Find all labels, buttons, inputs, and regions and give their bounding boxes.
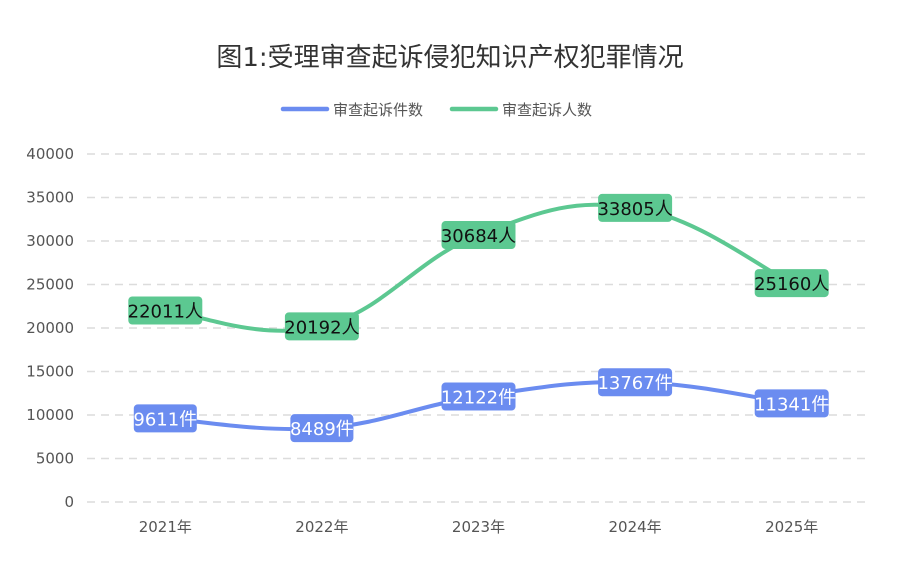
x-tick-label: 2024年 <box>609 518 662 536</box>
data-label: 25160人 <box>754 269 829 298</box>
y-tick-label: 30000 <box>26 232 74 250</box>
grid <box>87 153 870 503</box>
legend-item[interactable]: 审查起诉件数 <box>280 101 423 119</box>
y-tick-label: 5000 <box>36 450 74 468</box>
data-label: 22011人 <box>128 296 203 325</box>
data-label: 11341件 <box>754 389 829 418</box>
data-label: 30684人 <box>441 221 516 250</box>
chart-title: 图1:受理审查起诉侵犯知识产权犯罪情况 <box>216 43 683 73</box>
data-label-text: 20192人 <box>284 317 359 338</box>
data-label-box <box>133 404 197 433</box>
data-label: 20192人 <box>284 312 360 341</box>
y-tick-label: 10000 <box>26 406 74 424</box>
x-tick-label: 2022年 <box>295 518 348 536</box>
data-label-text: 33805人 <box>597 199 672 220</box>
y-tick-label: 35000 <box>26 189 74 207</box>
x-tick-label: 2023年 <box>452 518 505 536</box>
y-tick-label: 40000 <box>26 145 74 163</box>
x-tick-label: 2021年 <box>139 518 192 536</box>
legend-label: 审查起诉件数 <box>333 101 423 119</box>
data-label-box <box>754 269 829 298</box>
data-label-text: 8489件 <box>290 419 354 440</box>
data-labels: 9611件 8489件 12122件 13767件 11341件 22011人 20192人… <box>128 193 829 443</box>
data-label: 13767件 <box>597 368 673 397</box>
data-label-text: 22011人 <box>128 302 203 323</box>
y-axis: 0 5000 10000 15000 20000 25000 30000 35000 40000 <box>26 145 74 511</box>
data-label-text: 25160人 <box>754 274 829 295</box>
y-tick-label: 0 <box>64 493 74 511</box>
x-axis: 2021年 2022年 2023年 2024年 2025年 <box>139 518 819 536</box>
legend-item[interactable]: 审查起诉人数 <box>449 101 592 119</box>
data-label: 8489件 <box>290 414 354 443</box>
data-label-box <box>284 312 359 341</box>
data-label-text: 30684人 <box>441 226 516 247</box>
data-label-box <box>598 368 673 397</box>
data-label-box <box>290 414 354 443</box>
y-tick-label: 20000 <box>26 319 74 337</box>
data-label-box <box>441 221 516 250</box>
data-label-text: 13767件 <box>597 373 672 394</box>
data-label-box <box>754 389 829 418</box>
data-label: 33805人 <box>597 193 673 222</box>
data-label-box <box>598 193 673 222</box>
legend-label: 审查起诉人数 <box>502 101 592 119</box>
y-tick-label: 25000 <box>26 276 74 294</box>
data-label-text: 12122件 <box>441 388 516 409</box>
data-label: 12122件 <box>441 382 516 411</box>
data-label-text: 9611件 <box>133 409 197 430</box>
y-tick-label: 15000 <box>26 363 74 381</box>
data-label: 9611件 <box>133 404 197 433</box>
data-label-box <box>128 296 203 325</box>
legend: 审查起诉件数 审查起诉人数 <box>280 101 592 119</box>
data-label-text: 11341件 <box>754 394 829 415</box>
data-label-box <box>441 382 516 411</box>
x-tick-label: 2025年 <box>765 518 818 536</box>
